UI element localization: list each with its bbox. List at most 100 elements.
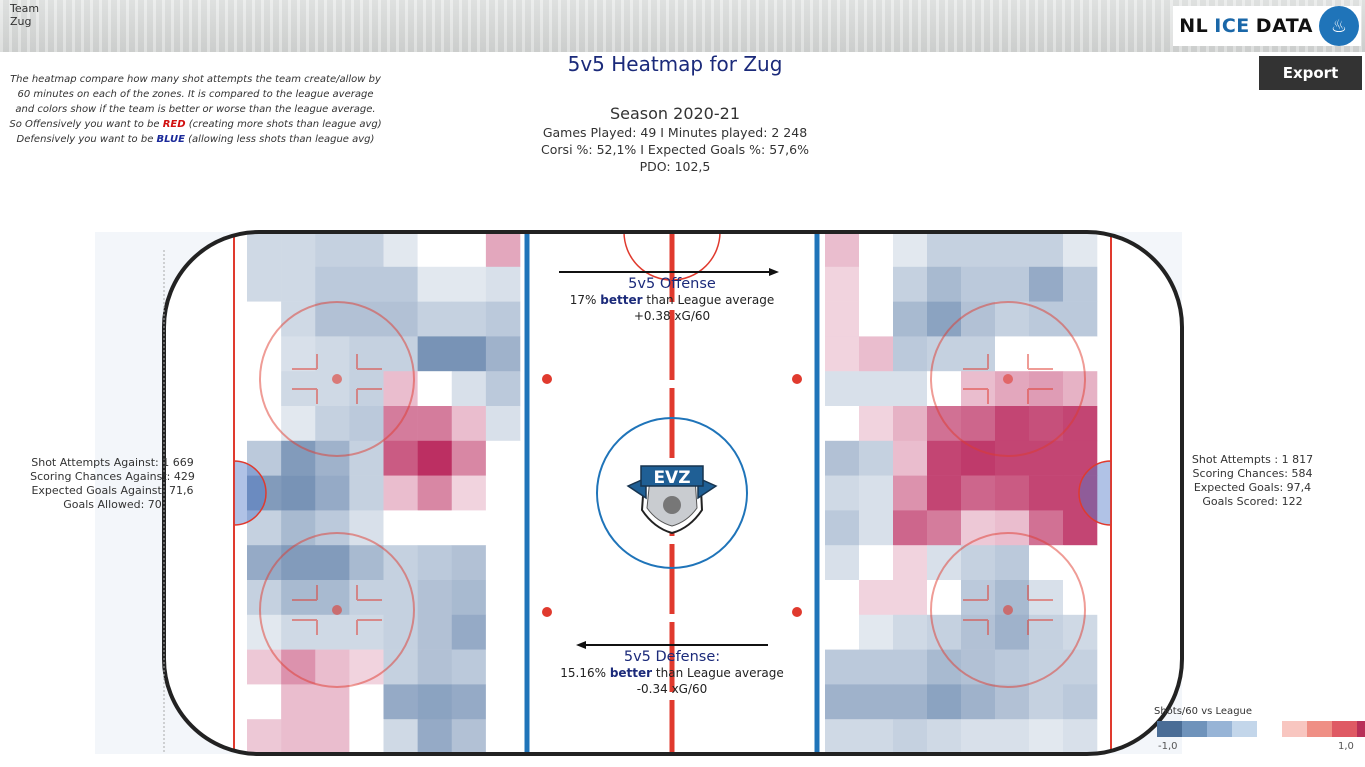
faceoff-circle: [930, 301, 1086, 457]
heatmap-cell: [995, 301, 1030, 337]
defense-better-line: 15.16% better than League average: [540, 665, 804, 681]
heatmap-cell: [859, 510, 894, 546]
heatmap-cell: [893, 580, 928, 616]
header-banner: Team Zug NL ICE DATA ♨: [0, 0, 1365, 52]
heatmap-cell: [451, 371, 487, 407]
heatmap-cell: [451, 232, 487, 268]
heatmap-cell: [451, 545, 487, 581]
heatmap-cell: [485, 545, 521, 581]
heatmap-cell: [1029, 580, 1064, 616]
heatmap-cell: [1063, 719, 1098, 754]
offense-heading: 5v5 Offense: [628, 276, 716, 292]
heatmap-cell: [315, 719, 350, 754]
heatmap-cell: [383, 510, 418, 546]
heatmap-cell: [383, 301, 418, 337]
legend-swatch: [1332, 721, 1357, 737]
heatmap-cell: [451, 301, 487, 337]
heatmap-cell: [451, 336, 487, 372]
faceoff-circle: [259, 532, 415, 688]
defense-annotation: 5v5 Defense: 15.16% better than League a…: [540, 649, 804, 697]
heatmap-cell: [1063, 614, 1098, 650]
heatmap-cell: [893, 406, 928, 442]
heatmap-cell: [893, 510, 928, 546]
heatmap-cell: [383, 545, 418, 581]
heatmap-cell: [281, 232, 316, 268]
explanation-red: RED: [162, 119, 186, 130]
faceoff-circle: [259, 301, 415, 457]
heatmap-cell: [961, 719, 996, 754]
offense-xg: +0.38 xG/60: [633, 309, 711, 323]
heatmap-cell: [825, 301, 860, 337]
logo-text-ice: ICE: [1214, 15, 1250, 37]
heatmap-cell: [349, 266, 384, 302]
heatmap-cell: [417, 510, 453, 546]
heatmap-cell: [349, 545, 384, 581]
heatmap-cell: [893, 614, 928, 650]
export-button[interactable]: Export: [1259, 56, 1362, 90]
heatmap-cell: [927, 301, 962, 337]
heatmap-cell: [1063, 510, 1098, 546]
heatmap-cell: [349, 475, 384, 511]
nl-ice-data-logo[interactable]: NL ICE DATA ♨: [1173, 6, 1361, 46]
heatmap-cell: [349, 510, 384, 546]
heatmap-cell: [247, 614, 282, 650]
heatmap-cell: [893, 266, 928, 302]
offense-better: better: [600, 293, 643, 307]
shot-attempts-against: Shot Attempts Against: 1 669: [31, 456, 194, 469]
heatmap-cell: [451, 406, 487, 442]
goals-scored: Goals Scored: 122: [1202, 495, 1303, 508]
heatmap-cell: [417, 371, 453, 407]
center-ice-circle: [596, 417, 748, 569]
explanation-line-3: Defensively you want to be BLUE (allowin…: [8, 132, 383, 147]
legend-swatch: [1357, 721, 1365, 737]
heatmap-cell: [485, 301, 521, 337]
heatmap-cell: [961, 406, 996, 442]
heatmap-cell: [349, 406, 384, 442]
corsi-xg-line: Corsi %: 52,1% I Expected Goals %: 57,6%: [541, 142, 809, 157]
heatmap-cell: [1063, 580, 1098, 616]
heatmap-cell: [859, 684, 894, 720]
neutral-faceoff-dot: [792, 607, 802, 617]
defense-stats-panel: Shot Attempts Against: 1 669 Scoring Cha…: [20, 456, 205, 512]
heatmap-cell: [859, 649, 894, 685]
heatmap-cell: [961, 440, 996, 476]
heatmap-cell: [995, 614, 1030, 650]
heatmap-cell: [825, 406, 860, 442]
heatmap-cell: [383, 614, 418, 650]
right-goal-crease: [1078, 460, 1112, 526]
heatmap-cell: [1063, 649, 1098, 685]
heatmap-cell: [995, 510, 1030, 546]
heatmap-cell: [1029, 475, 1064, 511]
heatmap-cell: [349, 440, 384, 476]
heatmap-cell: [1063, 440, 1098, 476]
heatmap-cell: [825, 336, 860, 372]
legend-max-label: 1,0: [1338, 741, 1354, 752]
legend-swatch: [1232, 721, 1257, 737]
heatmap-cell: [417, 406, 453, 442]
heatmap-cell: [825, 684, 860, 720]
heatmap-cell: [417, 649, 453, 685]
heatmap-cell: [893, 301, 928, 337]
heatmap-cell: [1029, 406, 1064, 442]
neutral-faceoff-dot: [792, 374, 802, 384]
heatmap-cell: [825, 545, 860, 581]
heatmap-cell: [859, 301, 894, 337]
defense-heading: 5v5 Defense:: [623, 649, 721, 665]
heatmap-cell: [995, 545, 1030, 581]
page-title: 5v5 Heatmap for Zug: [567, 52, 783, 76]
offense-rest: than League average: [642, 293, 775, 307]
heatmap-cell: [859, 266, 894, 302]
heatmap-cell: [315, 301, 350, 337]
explanation-blue: BLUE: [156, 134, 185, 145]
heatmap-cell: [825, 475, 860, 511]
heatmap-cell: [1063, 371, 1098, 407]
legend-swatch: [1307, 721, 1332, 737]
legend-min-label: -1,0: [1158, 741, 1178, 752]
heatmap-cell: [315, 684, 350, 720]
heatmap-cell: [485, 684, 521, 720]
heatmap-cell: [1063, 684, 1098, 720]
heatmap-cell: [995, 266, 1030, 302]
faceoff-circle: [930, 532, 1086, 688]
heatmap-cell: [825, 614, 860, 650]
